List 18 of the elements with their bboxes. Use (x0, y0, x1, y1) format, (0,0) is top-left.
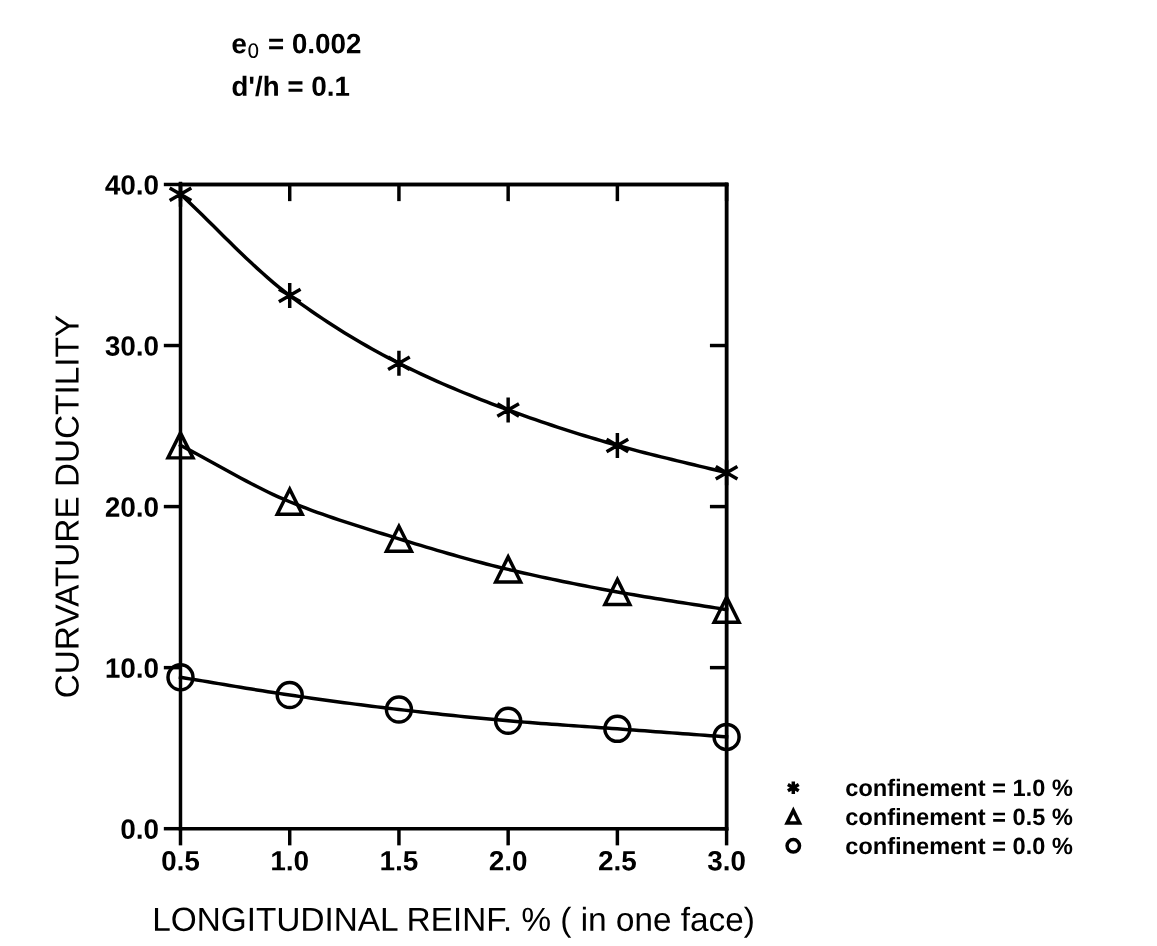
x-axis-title: LONGITUDINAL REINF. % ( in one face) (154, 906, 753, 938)
legend-label: confinement = 1.0 % (846, 778, 1073, 797)
x-tick-label: 1.5 (381, 851, 418, 871)
y-tick-label: 10.0 (106, 658, 158, 678)
legend-label: confinement = 0.0 % (846, 836, 1073, 855)
x-tick-label: 2.0 (489, 850, 527, 871)
y-tick-label: 40.0 (105, 175, 158, 195)
x-tick-label: 1.0 (272, 850, 308, 871)
x-tick-label: 2.5 (599, 850, 636, 871)
y-tick-label: 0.0 (121, 819, 158, 840)
text: e$_{0}$ = 0.002 (232, 33, 361, 59)
y-axis-title: CURVATURE DUCTILITY (55, 315, 79, 697)
text: d'/h = 0.1 (232, 75, 350, 97)
x-tick-label: 0.5 (162, 850, 200, 871)
x-tick-label: 3.0 (707, 850, 745, 871)
legend-label: confinement = 0.5 % (846, 807, 1073, 826)
y-tick-label: 30.0 (105, 336, 158, 356)
y-tick-label: 20.0 (105, 497, 158, 517)
